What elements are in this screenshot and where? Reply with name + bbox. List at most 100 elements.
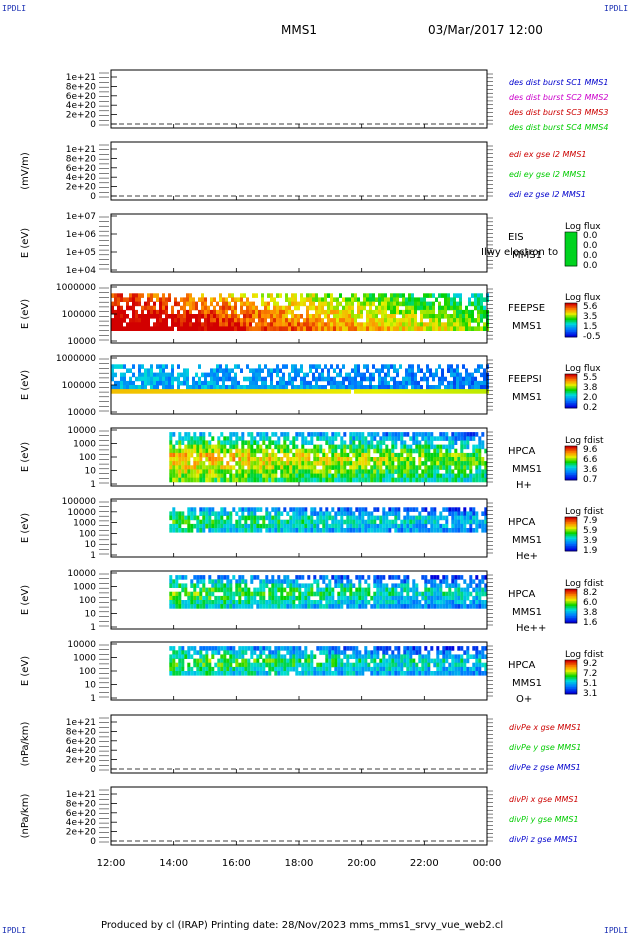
spectrogram-cell	[390, 318, 393, 323]
spectrogram-cell	[427, 663, 430, 668]
spectrogram-cell	[454, 592, 457, 597]
spectrogram-cell	[262, 457, 265, 462]
spectrogram-cell	[378, 389, 381, 394]
spectrogram-cell	[360, 385, 363, 390]
spectrogram-cell	[220, 604, 223, 609]
spectrogram-cell	[369, 326, 372, 331]
spectrogram-cell	[211, 579, 214, 584]
spectrogram-cell	[244, 478, 247, 483]
spectrogram-cell	[226, 511, 229, 516]
spectrogram-cell	[232, 528, 235, 533]
spectrogram-cell	[249, 326, 252, 331]
spectrogram-cell	[466, 528, 469, 533]
spectrogram-cell	[256, 457, 259, 462]
spectrogram-cell	[462, 310, 465, 315]
spectrogram-cell	[483, 326, 486, 331]
spectrogram-cell	[418, 524, 421, 529]
spectrogram-cell	[238, 436, 241, 441]
spectrogram-cell	[346, 575, 349, 580]
spectrogram-cell	[415, 440, 418, 445]
spectrogram-cell	[298, 524, 301, 529]
spectrogram-cell	[372, 310, 375, 315]
spectrogram-cell	[156, 318, 159, 323]
spectrogram-cell	[198, 389, 201, 394]
spectrogram-cell	[186, 314, 189, 319]
spectrogram-cell	[165, 364, 168, 369]
spectrogram-cell	[424, 575, 427, 580]
spectrogram-cell	[285, 318, 288, 323]
spectrogram-cell	[331, 465, 334, 470]
spectrogram-cell	[201, 310, 204, 315]
spectrogram-cell	[385, 449, 388, 454]
spectrogram-cell	[301, 671, 304, 676]
spectrogram-cell	[445, 671, 448, 676]
spectrogram-cell	[265, 524, 268, 529]
spectrogram-cell	[208, 600, 211, 605]
spectrogram-cell	[412, 478, 415, 483]
spectrogram-cell	[412, 663, 415, 668]
spectrogram-cell	[277, 528, 280, 533]
spectrogram-cell	[270, 297, 273, 302]
spectrogram-cell	[358, 461, 361, 466]
spectrogram-cell	[369, 314, 372, 319]
spectrogram-cell	[427, 478, 430, 483]
spectrogram-cell	[247, 469, 250, 474]
spectrogram-cell	[358, 520, 361, 525]
spectrogram-cell	[382, 600, 385, 605]
spectrogram-cell	[424, 579, 427, 584]
ytick-label: 0	[90, 120, 96, 130]
spectrogram-cell	[114, 314, 117, 319]
spectrogram-cell	[199, 453, 202, 458]
spectrogram-cell	[199, 524, 202, 529]
spectrogram-cell	[436, 650, 439, 655]
spectrogram-cell	[402, 385, 405, 390]
spectrogram-cell	[262, 524, 265, 529]
spectrogram-cell	[277, 516, 280, 521]
spectrogram-cell	[460, 592, 463, 597]
spectrogram-cell	[475, 654, 478, 659]
spectrogram-cell	[180, 326, 183, 331]
spectrogram-cell	[412, 507, 415, 512]
spectrogram-cell	[319, 604, 322, 609]
spectrogram-cell	[394, 465, 397, 470]
spectrogram-cell	[243, 377, 246, 382]
spectrogram-cell	[207, 385, 210, 390]
spectrogram-cell	[370, 524, 373, 529]
spectrogram-cell	[328, 671, 331, 676]
spectrogram-cell	[348, 306, 351, 311]
spectrogram-cell	[345, 310, 348, 315]
spectrogram-cell	[454, 671, 457, 676]
spectrogram-cell	[445, 445, 448, 450]
spectrogram-cell	[289, 469, 292, 474]
spectrogram-cell	[270, 389, 273, 394]
spectrogram-cell	[346, 507, 349, 512]
spectrogram-cell	[169, 432, 172, 437]
spectrogram-cell	[454, 520, 457, 525]
spectrogram-cell	[175, 600, 178, 605]
spectrogram-cell	[220, 461, 223, 466]
spectrogram-cell	[184, 436, 187, 441]
spectrogram-cell	[456, 302, 459, 307]
legend-entry: edi ex gse l2 MMS1	[509, 150, 587, 159]
spectrogram-cell	[447, 381, 450, 386]
spectrogram-cell	[396, 368, 399, 373]
spectrogram-cell	[478, 469, 481, 474]
spectrogram-cell	[225, 297, 228, 302]
spectrogram-cell	[300, 314, 303, 319]
spectrogram-cell	[336, 364, 339, 369]
spectrogram-cell	[426, 326, 429, 331]
spectrogram-cell	[478, 440, 481, 445]
spectrogram-cell	[475, 453, 478, 458]
spectrogram-cell	[279, 306, 282, 311]
spectrogram-cell	[310, 659, 313, 664]
spectrogram-cell	[435, 368, 438, 373]
spectrogram-cell	[471, 381, 474, 386]
spectrogram-cell	[279, 293, 282, 298]
spectrogram-cell	[399, 302, 402, 307]
spectrogram-cell	[327, 322, 330, 327]
spectrogram-cell	[348, 314, 351, 319]
spectrogram-cell	[219, 389, 222, 394]
spectrogram-cell	[289, 592, 292, 597]
spectrogram-cell	[397, 436, 400, 441]
spectrogram-cell	[253, 453, 256, 458]
